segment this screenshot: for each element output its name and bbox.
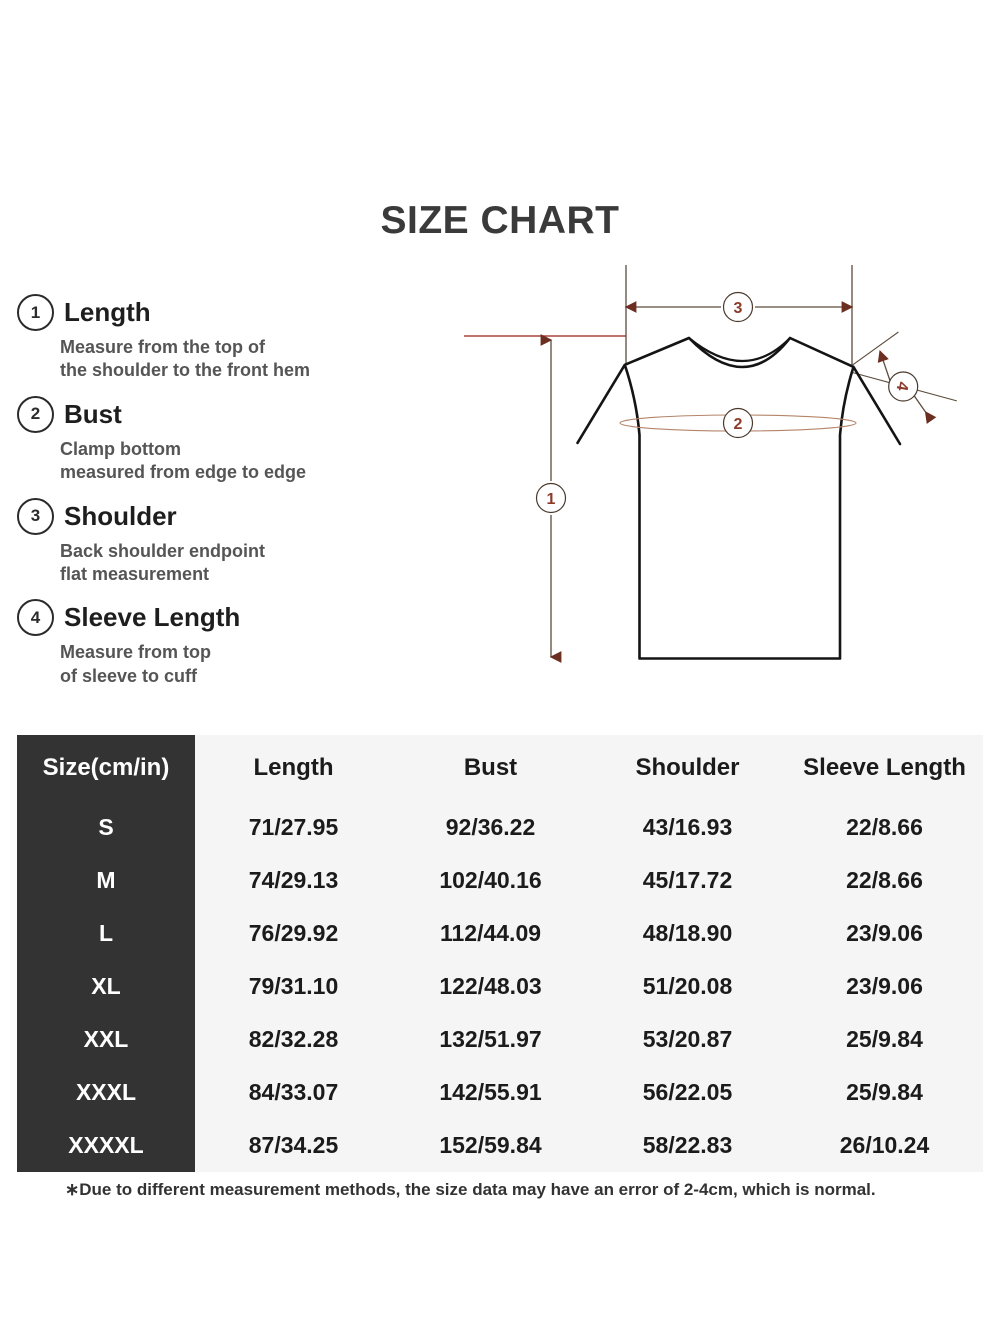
svg-text:3: 3: [734, 300, 743, 317]
svg-text:1: 1: [547, 491, 556, 508]
svg-text:2: 2: [734, 416, 743, 433]
